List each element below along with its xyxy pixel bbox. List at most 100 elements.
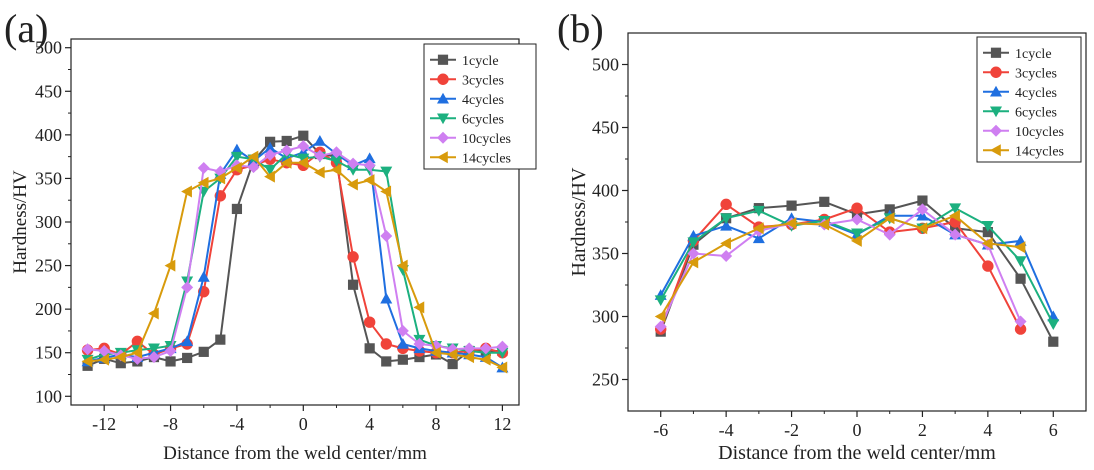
data-point-14cycles bbox=[654, 310, 666, 323]
x-tick-label: -6 bbox=[653, 420, 668, 440]
y-tick-label: 350 bbox=[35, 168, 62, 188]
data-point-3cycles bbox=[380, 338, 392, 350]
data-point-14cycles bbox=[81, 355, 93, 368]
data-point-6cycles bbox=[981, 220, 994, 232]
series-line-1cycle bbox=[87, 134, 503, 367]
legend-label: 4cycles bbox=[462, 93, 504, 108]
data-point-14cycles bbox=[413, 301, 425, 314]
y-tick-label: 450 bbox=[35, 81, 62, 101]
data-point-10cycles bbox=[463, 342, 476, 355]
data-point-14cycles bbox=[363, 174, 375, 187]
data-point-10cycles bbox=[264, 148, 277, 161]
data-point-14cycles bbox=[883, 212, 895, 225]
series-line-6cycles bbox=[87, 153, 503, 361]
legend-marker-1cycle bbox=[437, 54, 449, 65]
series-line-14cycles bbox=[87, 155, 503, 369]
data-point-14cycles bbox=[181, 185, 192, 198]
data-point-1cycle bbox=[231, 203, 243, 215]
data-point-10cycles bbox=[164, 344, 177, 357]
legend-label: 10cycles bbox=[462, 132, 511, 147]
data-point-3cycles bbox=[851, 202, 863, 214]
data-point-14cycles bbox=[297, 156, 309, 169]
y-tick-label: 300 bbox=[35, 212, 62, 232]
y-tick-label: 150 bbox=[35, 343, 62, 363]
data-point-6cycles bbox=[1047, 319, 1060, 331]
panel-label: (b) bbox=[557, 6, 604, 51]
data-point-4cycles bbox=[363, 152, 376, 164]
data-point-14cycles bbox=[197, 176, 209, 189]
x-axis-label: Distance from the weld center/mm bbox=[163, 443, 427, 464]
data-point-10cycles bbox=[883, 228, 896, 241]
legend-marker-3cycles bbox=[437, 73, 449, 85]
y-tick-label: 250 bbox=[592, 370, 619, 390]
legend-label: 6cycles bbox=[462, 112, 504, 127]
data-point-4cycles bbox=[396, 338, 409, 349]
data-point-6cycles bbox=[264, 164, 277, 176]
data-point-10cycles bbox=[347, 157, 360, 170]
data-point-1cycle bbox=[786, 200, 797, 211]
data-point-10cycles bbox=[313, 149, 326, 162]
legend-label: 14cycles bbox=[1015, 144, 1064, 159]
x-tick-label: 2 bbox=[918, 420, 927, 440]
data-point-6cycles bbox=[347, 164, 360, 176]
data-point-10cycles bbox=[147, 351, 160, 364]
x-tick-label: 4 bbox=[983, 420, 992, 440]
data-point-10cycles bbox=[81, 343, 94, 356]
data-point-1cycle bbox=[397, 354, 408, 365]
legend-label: 3cycles bbox=[1015, 66, 1057, 81]
data-point-1cycle bbox=[298, 130, 309, 141]
data-point-14cycles bbox=[114, 351, 126, 364]
x-tick-label: 0 bbox=[853, 420, 862, 440]
data-point-1cycle bbox=[819, 196, 830, 207]
data-point-10cycles bbox=[363, 159, 376, 172]
data-point-10cycles bbox=[98, 344, 111, 357]
data-point-14cycles bbox=[247, 150, 259, 163]
data-point-1cycle bbox=[115, 358, 126, 369]
data-point-10cycles bbox=[851, 213, 863, 226]
data-point-14cycles bbox=[98, 353, 109, 366]
data-point-14cycles bbox=[131, 346, 143, 359]
data-point-14cycles bbox=[280, 156, 292, 169]
data-point-6cycles bbox=[720, 213, 733, 225]
data-point-1cycle bbox=[215, 334, 226, 345]
legend-marker-4cycles bbox=[990, 85, 1002, 97]
legend-marker-1cycle bbox=[990, 47, 1002, 58]
data-point-6cycles bbox=[949, 203, 962, 215]
data-point-10cycles bbox=[280, 144, 293, 157]
x-tick-label: 0 bbox=[299, 414, 308, 434]
data-point-14cycles bbox=[496, 361, 508, 374]
data-point-14cycles bbox=[164, 259, 176, 272]
data-point-4cycles bbox=[264, 141, 277, 153]
data-point-3cycles bbox=[363, 316, 376, 328]
series-line-6cycles bbox=[659, 207, 1055, 325]
chart-panel-b: (b) -6 -4 -2 0 2 4 6 250 300 350 400 450 500 Distance … bbox=[557, 6, 1087, 464]
y-axis-label: Hardness/HV bbox=[10, 170, 31, 274]
legend-label: 4cycles bbox=[1015, 86, 1057, 101]
data-point-14cycles bbox=[720, 237, 731, 250]
legend-marker-14cycles bbox=[437, 151, 448, 164]
data-point-4cycles bbox=[181, 335, 194, 347]
data-point-1cycle bbox=[982, 226, 993, 238]
x-tick-label: -4 bbox=[229, 414, 244, 434]
data-point-4cycles bbox=[720, 219, 733, 231]
x-tick-label: 6 bbox=[1049, 420, 1058, 440]
data-point-14cycles bbox=[214, 172, 226, 185]
y-tick-label: 250 bbox=[35, 256, 62, 276]
x-tick-label: 12 bbox=[493, 414, 511, 434]
y-tick-label: 400 bbox=[35, 125, 62, 145]
data-point-1cycle bbox=[364, 343, 375, 354]
data-point-14cycles bbox=[264, 170, 275, 183]
legend-marker-10cycles bbox=[990, 124, 1002, 137]
data-point-14cycles bbox=[818, 218, 830, 231]
y-tick-label: 500 bbox=[592, 55, 619, 75]
data-point-4cycles bbox=[380, 292, 393, 304]
legend-label: 6cycles bbox=[1015, 105, 1057, 120]
data-point-3cycles bbox=[347, 251, 359, 263]
x-tick-label: -12 bbox=[92, 414, 116, 434]
x-axis-label: Distance from the weld center/mm bbox=[718, 442, 996, 464]
x-tick-label: -8 bbox=[163, 414, 178, 434]
data-point-14cycles bbox=[396, 259, 408, 272]
data-point-10cycles bbox=[496, 340, 509, 353]
data-point-4cycles bbox=[752, 232, 765, 244]
data-point-1cycle bbox=[165, 356, 176, 367]
